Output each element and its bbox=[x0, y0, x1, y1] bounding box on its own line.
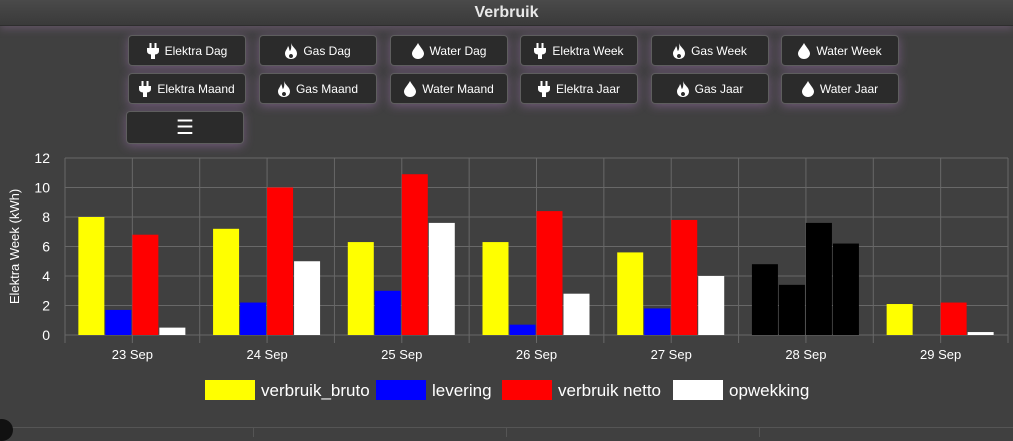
y-axis-label: Elektra Week (kWh) bbox=[7, 189, 22, 304]
panel-header: Verbruik bbox=[0, 0, 1013, 26]
bar-opwekking-24-Sep bbox=[294, 261, 321, 335]
plug-icon bbox=[537, 80, 550, 97]
button-label: Water Week bbox=[816, 43, 882, 58]
bar-levering-23-Sep bbox=[105, 309, 132, 335]
plug-icon bbox=[146, 42, 159, 59]
water-week-button[interactable]: Water Week bbox=[781, 35, 899, 66]
bar-levering-27-Sep bbox=[644, 308, 671, 335]
water-drop-icon bbox=[411, 42, 424, 59]
bar-levering-25-Sep bbox=[374, 290, 401, 335]
gas-jaar-button[interactable]: Gas Jaar bbox=[651, 73, 769, 104]
bar-verbruik-netto-27-Sep bbox=[671, 219, 698, 335]
bar-opwekking-27-Sep bbox=[698, 276, 725, 335]
button-label: Gas Maand bbox=[295, 81, 359, 96]
legend-swatch bbox=[502, 380, 552, 400]
y-tick-label: 6 bbox=[42, 239, 50, 255]
x-tick-label: 28 Sep bbox=[785, 347, 826, 362]
gas-week-button[interactable]: Gas Week bbox=[651, 35, 769, 66]
plug-icon bbox=[139, 80, 152, 97]
water-drop-icon bbox=[798, 42, 811, 59]
menu-button[interactable]: ☰ bbox=[126, 111, 244, 144]
button-label: Gas Jaar bbox=[694, 81, 744, 96]
plug-icon bbox=[534, 42, 547, 59]
bar-verbruik-bruto-26-Sep bbox=[482, 242, 509, 335]
flame-icon bbox=[285, 42, 298, 59]
y-tick-label: 0 bbox=[42, 327, 50, 343]
flame-icon bbox=[277, 80, 290, 97]
bar-opwekking-25-Sep bbox=[428, 222, 455, 335]
bar-verbruik-bruto-25-Sep bbox=[347, 242, 374, 335]
button-label: Water Dag bbox=[429, 43, 487, 58]
bar-verbruik-netto-25-Sep bbox=[401, 174, 428, 335]
legend-swatch bbox=[376, 380, 426, 400]
bar-verbruik-bruto-29-Sep bbox=[886, 304, 913, 335]
bar-verbruik-netto-28-Sep bbox=[805, 222, 832, 335]
legend-label: verbruik netto bbox=[558, 381, 661, 400]
elektra-dag-button[interactable]: Elektra Dag bbox=[128, 35, 246, 66]
x-tick-label: 26 Sep bbox=[516, 347, 557, 362]
bar-opwekking-23-Sep bbox=[159, 327, 186, 335]
bar-opwekking-29-Sep bbox=[967, 332, 994, 335]
divider-tick bbox=[253, 428, 254, 437]
bar-verbruik-bruto-23-Sep bbox=[78, 217, 105, 335]
button-label: Gas Dag bbox=[303, 43, 351, 58]
flame-icon bbox=[676, 80, 689, 97]
bar-verbruik-netto-23-Sep bbox=[132, 234, 159, 335]
bar-verbruik-netto-24-Sep bbox=[267, 187, 294, 335]
bar-levering-24-Sep bbox=[240, 302, 267, 335]
y-tick-label: 8 bbox=[42, 209, 50, 225]
bar-verbruik-bruto-24-Sep bbox=[213, 228, 240, 335]
water-dag-button[interactable]: Water Dag bbox=[390, 35, 508, 66]
bar-opwekking-26-Sep bbox=[563, 293, 590, 335]
y-tick-label: 2 bbox=[42, 298, 50, 314]
legend-label: opwekking bbox=[729, 381, 809, 400]
y-tick-label: 10 bbox=[34, 180, 50, 196]
menu-icon: ☰ bbox=[176, 116, 194, 139]
elektra-jaar-button[interactable]: Elektra Jaar bbox=[520, 73, 638, 104]
bar-verbruik-bruto-28-Sep bbox=[751, 264, 778, 335]
x-tick-label: 23 Sep bbox=[112, 347, 153, 362]
button-label: Elektra Maand bbox=[157, 81, 235, 96]
bar-verbruik-netto-26-Sep bbox=[536, 211, 563, 335]
divider-tick bbox=[506, 428, 507, 437]
water-drop-icon bbox=[801, 80, 814, 97]
gas-dag-button[interactable]: Gas Dag bbox=[259, 35, 377, 66]
elektra-maand-button[interactable]: Elektra Maand bbox=[128, 73, 246, 104]
elektra-week-button[interactable]: Elektra Week bbox=[520, 35, 638, 66]
gas-maand-button[interactable]: Gas Maand bbox=[259, 73, 377, 104]
water-jaar-button[interactable]: Water Jaar bbox=[781, 73, 899, 104]
legend-label: levering bbox=[432, 381, 492, 400]
legend-label: verbruik_bruto bbox=[261, 381, 370, 400]
water-drop-icon bbox=[404, 80, 417, 97]
water-maand-button[interactable]: Water Maand bbox=[390, 73, 508, 104]
status-dot bbox=[0, 419, 13, 441]
y-tick-label: 4 bbox=[42, 268, 50, 284]
flame-icon bbox=[673, 42, 686, 59]
x-tick-label: 27 Sep bbox=[651, 347, 692, 362]
legend-swatch bbox=[673, 380, 723, 400]
y-tick-label: 12 bbox=[34, 150, 50, 166]
bar-verbruik-netto-29-Sep bbox=[940, 302, 967, 335]
bar-levering-28-Sep bbox=[778, 284, 805, 335]
x-tick-label: 24 Sep bbox=[246, 347, 287, 362]
panel-title: Verbruik bbox=[474, 4, 539, 21]
bar-verbruik-bruto-27-Sep bbox=[617, 252, 644, 335]
x-tick-label: 25 Sep bbox=[381, 347, 422, 362]
button-label: Elektra Jaar bbox=[555, 81, 621, 96]
divider-tick bbox=[759, 428, 760, 437]
panel-divider bbox=[0, 427, 1013, 428]
button-label: Elektra Dag bbox=[164, 43, 228, 58]
button-label: Water Maand bbox=[422, 81, 494, 96]
bar-opwekking-28-Sep bbox=[832, 243, 859, 335]
week-usage-chart: 0 2 4 6 8 10 12 23 Sep 24 Sep 25 Sep 26 Sep 27 Sep 2… bbox=[7, 150, 1009, 400]
x-tick-label: 29 Sep bbox=[920, 347, 961, 362]
button-label: Elektra Week bbox=[552, 43, 624, 58]
button-label: Water Jaar bbox=[819, 81, 879, 96]
legend-swatch bbox=[205, 380, 255, 400]
bar-levering-26-Sep bbox=[509, 324, 536, 335]
button-label: Gas Week bbox=[691, 43, 747, 58]
